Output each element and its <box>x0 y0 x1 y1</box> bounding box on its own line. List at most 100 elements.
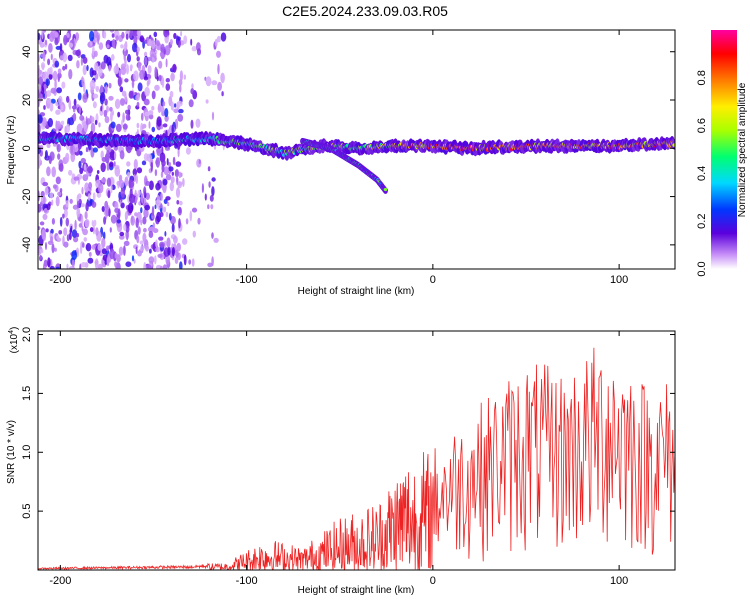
noise-blob <box>162 178 168 186</box>
noise-blob <box>211 177 216 182</box>
colorbar-label: Normalized spectral amplitude <box>737 82 748 217</box>
noise-blob <box>177 114 184 122</box>
noise-blob <box>179 200 183 206</box>
noise-blob <box>56 143 61 153</box>
noise-blob <box>124 211 129 220</box>
noise-blob <box>38 203 42 213</box>
noise-blob <box>46 143 51 148</box>
noise-blob <box>124 78 129 83</box>
noise-blob <box>141 125 145 130</box>
noise-blob <box>154 255 157 265</box>
noise-blob <box>38 84 42 92</box>
noise-blob <box>162 264 168 269</box>
noise-blob <box>158 60 163 69</box>
noise-blob <box>132 168 137 177</box>
noise-blob <box>155 239 158 248</box>
noise-blob <box>58 163 64 172</box>
noise-blob <box>125 33 129 40</box>
noise-blob <box>209 194 214 202</box>
noise-blob <box>155 182 161 191</box>
noise-blob <box>94 258 99 269</box>
noise-blob <box>96 192 102 198</box>
noise-blob <box>66 95 70 103</box>
noise-blob <box>73 98 77 107</box>
noise-blob <box>165 58 168 68</box>
noise-blob <box>141 160 147 166</box>
noise-blob <box>58 95 63 105</box>
noise-blob <box>108 82 112 89</box>
noise-blob <box>160 171 164 178</box>
noise-blob <box>114 98 121 109</box>
noise-blob <box>63 34 68 46</box>
noise-blob <box>38 226 41 231</box>
noise-blob <box>65 200 69 208</box>
noise-blob <box>49 31 55 43</box>
noise-blob <box>119 231 125 237</box>
noise-blob <box>62 65 66 71</box>
noise-blob <box>100 92 106 103</box>
noise-blob <box>190 119 194 129</box>
noise-blob <box>44 186 49 196</box>
noise-blob <box>98 122 101 128</box>
noise-blob <box>172 156 176 166</box>
noise-blob <box>137 189 141 197</box>
noise-blob <box>144 86 150 97</box>
noise-blob <box>80 56 83 66</box>
noise-blob <box>165 83 171 91</box>
noise-blob <box>143 262 147 269</box>
noise-blob <box>171 124 174 135</box>
noise-blob <box>151 40 156 50</box>
noise-blob <box>86 64 89 72</box>
noise-blob <box>175 187 181 198</box>
noise-blob <box>117 111 121 118</box>
noise-blob <box>158 74 162 82</box>
noise-blob <box>143 227 147 233</box>
noise-blob <box>119 98 126 106</box>
noise-blob <box>171 171 174 176</box>
noise-blob <box>137 250 142 257</box>
noise-blob <box>85 202 89 212</box>
noise-blob <box>115 35 119 41</box>
noise-blob <box>59 43 63 52</box>
noise-blob <box>86 93 89 98</box>
noise-blob <box>134 189 137 197</box>
noise-blob <box>133 244 139 250</box>
noise-blob <box>154 169 158 177</box>
noise-blob <box>127 54 131 63</box>
noise-blob <box>109 30 115 33</box>
noise-blob <box>211 111 215 121</box>
noise-blob <box>52 70 58 82</box>
noise-blob <box>185 218 189 225</box>
noise-blob <box>119 86 124 93</box>
noise-blob <box>72 112 77 122</box>
noise-blob <box>110 121 116 129</box>
noise-blob <box>39 221 45 226</box>
noise-blob <box>160 192 164 202</box>
noise-blob <box>136 122 140 129</box>
x-tick-label: -200 <box>49 575 71 587</box>
noise-blob <box>64 63 68 70</box>
noise-blob <box>80 203 85 208</box>
noise-blob <box>214 38 218 47</box>
noise-blob <box>45 78 50 86</box>
noise-blob <box>55 266 60 269</box>
noise-blob <box>157 253 163 258</box>
noise-blob <box>135 217 139 229</box>
noise-blob <box>108 95 114 101</box>
noise-blob <box>103 31 107 39</box>
noise-blob <box>109 151 116 161</box>
noise-blob <box>50 87 57 94</box>
noise-blob <box>114 166 121 177</box>
noise-blob <box>91 220 95 227</box>
noise-blob <box>92 192 96 201</box>
noise-blob <box>141 193 144 205</box>
noise-blob <box>84 182 89 193</box>
noise-blob <box>127 202 134 214</box>
noise-blob <box>153 31 158 38</box>
noise-blob <box>60 104 64 111</box>
noise-blob <box>205 76 212 87</box>
noise-blob <box>93 30 98 39</box>
noise-blob <box>174 169 179 178</box>
noise-blob <box>61 81 66 89</box>
noise-blob <box>156 116 162 127</box>
